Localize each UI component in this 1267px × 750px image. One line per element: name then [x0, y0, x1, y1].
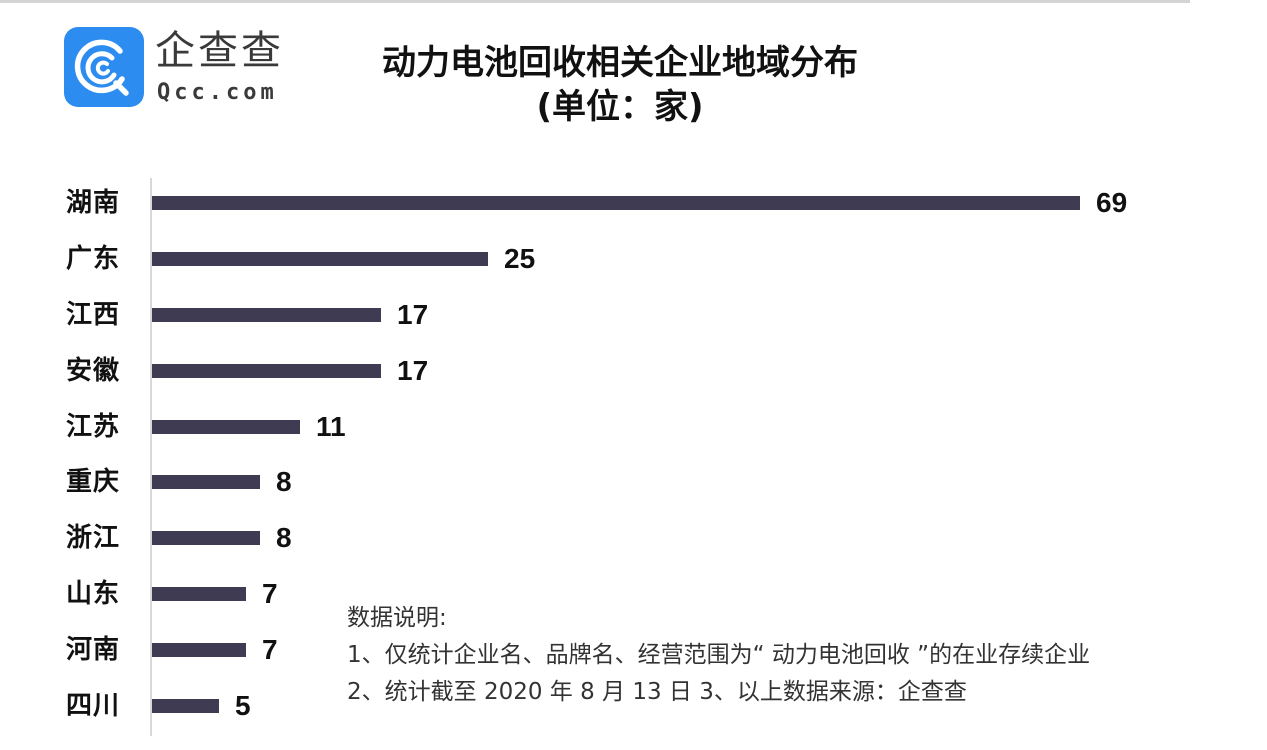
bar — [152, 475, 260, 489]
value-label: 7 — [262, 634, 278, 665]
category-label: 浙江 — [66, 523, 121, 553]
notes-line-1: 1、仅统计企业名、品牌名、经营范围为“ 动力电池回收 ”的在业存续企业 — [347, 642, 1091, 668]
bar-row: 四川 5 — [0, 686, 1267, 726]
value-label: 7 — [262, 578, 278, 609]
bar-row: 浙江 8 — [0, 518, 1267, 558]
category-label: 重庆 — [66, 467, 121, 497]
bar-row: 广东 25 — [0, 239, 1267, 279]
bar-row: 安徽 17 — [0, 351, 1267, 391]
y-axis-line — [150, 178, 152, 736]
bar — [152, 308, 381, 322]
bar-row: 湖南 69 — [0, 183, 1267, 223]
bar — [152, 364, 381, 378]
value-label: 17 — [397, 299, 429, 330]
qcc-logo-icon — [64, 27, 144, 107]
category-label: 山东 — [66, 579, 121, 609]
bar — [152, 531, 260, 545]
bar-row: 山东 7 — [0, 574, 1267, 614]
category-label: 广东 — [66, 244, 121, 274]
category-label: 江西 — [66, 300, 121, 330]
category-label: 江苏 — [66, 412, 121, 442]
value-label: 8 — [276, 466, 292, 497]
data-notes: 数据说明: 1、仅统计企业名、品牌名、经营范围为“ 动力电池回收 ”的在业存续企… — [347, 600, 1090, 711]
bar — [152, 643, 246, 657]
bar — [152, 252, 488, 266]
category-label: 四川 — [66, 691, 121, 721]
logo-name-cn: 企查查 — [155, 28, 284, 74]
value-label: 17 — [397, 355, 429, 386]
bar — [152, 587, 246, 601]
bar-row: 重庆 8 — [0, 462, 1267, 502]
value-label: 25 — [504, 243, 536, 274]
chart-subtitle: (单位：家) — [536, 87, 704, 127]
value-label: 69 — [1096, 187, 1128, 218]
notes-line-2: 2、统计截至 2020 年 8 月 13 日 3、以上数据来源：企查查 — [347, 679, 967, 705]
bar-row: 江西 17 — [0, 295, 1267, 335]
bar-row: 江苏 11 — [0, 407, 1267, 447]
notes-heading: 数据说明: — [347, 605, 447, 631]
logo-name-en: Qcc.com — [157, 80, 278, 105]
value-label: 11 — [316, 411, 346, 442]
bar — [152, 699, 219, 713]
value-label: 8 — [276, 522, 292, 553]
bar-row: 河南 7 — [0, 630, 1267, 670]
bar — [152, 196, 1080, 210]
top-divider-strip — [0, 0, 1190, 3]
value-label: 5 — [235, 690, 251, 721]
bar — [152, 420, 300, 434]
category-label: 安徽 — [66, 356, 121, 386]
category-label: 湖南 — [66, 188, 121, 218]
chart-title: 动力电池回收相关企业地域分布 — [382, 43, 858, 83]
category-label: 河南 — [66, 635, 121, 665]
